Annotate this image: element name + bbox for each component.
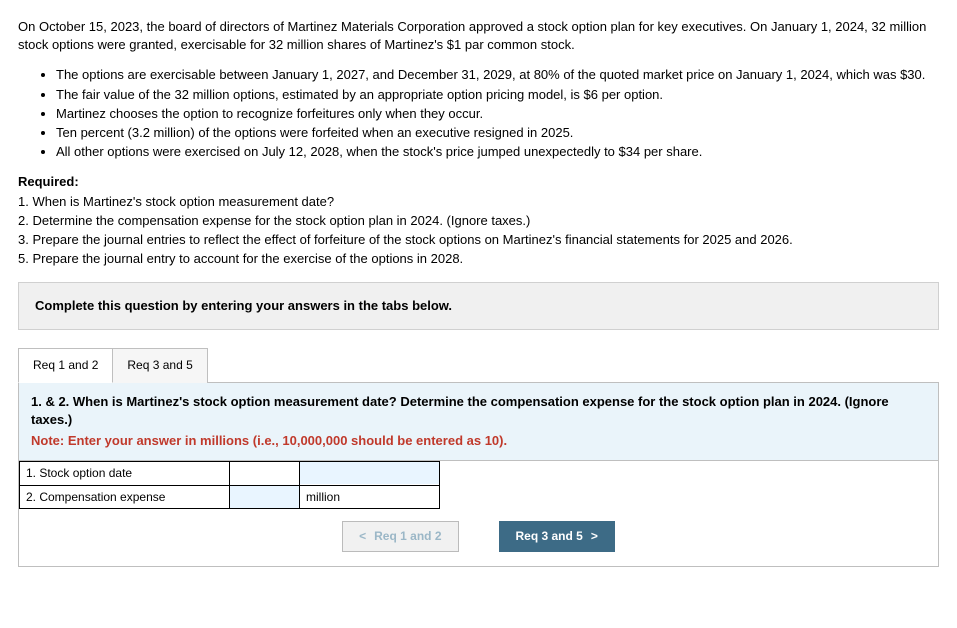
unit-label: million <box>300 485 440 509</box>
prompt-box: 1. & 2. When is Martinez's stock option … <box>19 383 938 461</box>
required-block: Required: 1. When is Martinez's stock op… <box>18 173 939 268</box>
row-label: 2. Compensation expense <box>20 485 230 509</box>
tab-panel: 1. & 2. When is Martinez's stock option … <box>18 382 939 567</box>
required-item: 2. Determine the compensation expense fo… <box>18 212 939 230</box>
nav-row: < Req 1 and 2 Req 3 and 5 > <box>19 509 938 566</box>
bullet-item: The fair value of the 32 million options… <box>56 86 939 104</box>
instruction-bar: Complete this question by entering your … <box>18 282 939 330</box>
answer-table: 1. Stock option date 2. Compensation exp… <box>19 461 440 510</box>
blank-cell <box>230 461 300 485</box>
bullet-item: Martinez chooses the option to recognize… <box>56 105 939 123</box>
bullet-item: All other options were exercised on July… <box>56 143 939 161</box>
required-item: 1. When is Martinez's stock option measu… <box>18 193 939 211</box>
chevron-left-icon: < <box>359 528 366 545</box>
row-label: 1. Stock option date <box>20 461 230 485</box>
input-cell <box>300 461 440 485</box>
stock-option-date-input[interactable] <box>300 462 439 484</box>
compensation-expense-input[interactable] <box>230 486 299 508</box>
intro-paragraph: On October 15, 2023, the board of direct… <box>18 18 939 54</box>
required-label: Required: <box>18 173 939 191</box>
prompt-text: 1. & 2. When is Martinez's stock option … <box>31 394 889 427</box>
next-label: Req 3 and 5 <box>516 528 583 545</box>
required-item: 5. Prepare the journal entry to account … <box>18 250 939 268</box>
table-row: 2. Compensation expense million <box>20 485 440 509</box>
input-cell <box>230 485 300 509</box>
next-button[interactable]: Req 3 and 5 > <box>499 521 615 552</box>
prompt-note: Note: Enter your answer in millions (i.e… <box>31 432 926 450</box>
required-item: 3. Prepare the journal entries to reflec… <box>18 231 939 249</box>
tabs-row: Req 1 and 2 Req 3 and 5 <box>18 348 939 383</box>
prev-button[interactable]: < Req 1 and 2 <box>342 521 458 552</box>
prev-label: Req 1 and 2 <box>374 528 441 545</box>
tab-req-3-5[interactable]: Req 3 and 5 <box>112 348 207 383</box>
table-row: 1. Stock option date <box>20 461 440 485</box>
bullet-item: Ten percent (3.2 million) of the options… <box>56 124 939 142</box>
chevron-right-icon: > <box>591 528 598 545</box>
tab-req-1-2[interactable]: Req 1 and 2 <box>18 348 113 383</box>
bullet-list: The options are exercisable between Janu… <box>18 66 939 161</box>
bullet-item: The options are exercisable between Janu… <box>56 66 939 84</box>
